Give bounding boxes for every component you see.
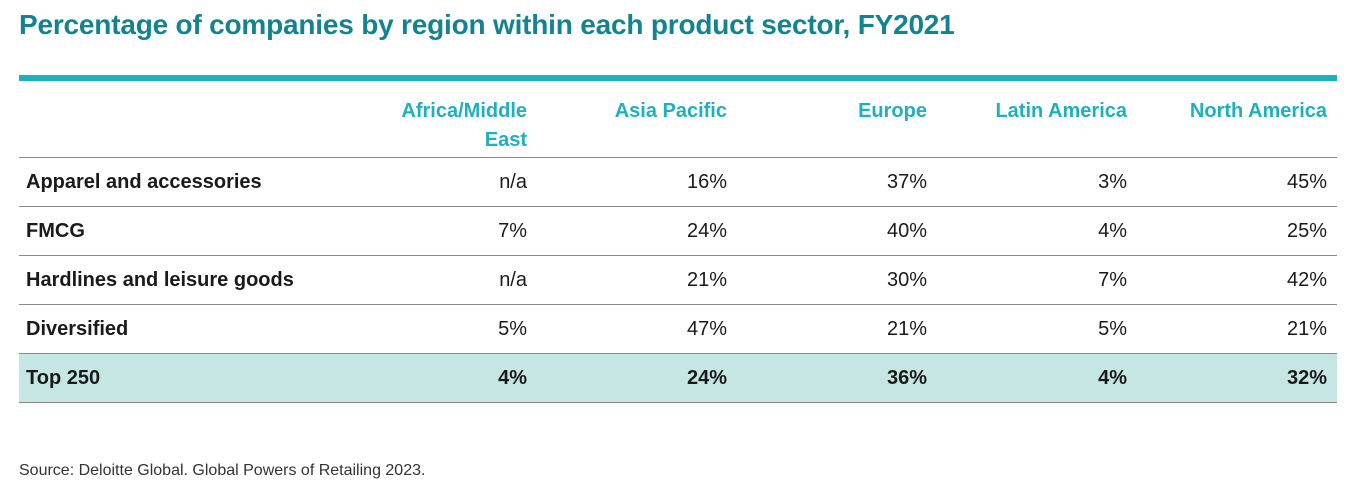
table-cell: 24%: [686, 219, 727, 242]
total-cell: 4%: [1098, 366, 1127, 389]
source-note: Source: Deloitte Global. Global Powers o…: [19, 462, 426, 479]
table-cell: 21%: [1286, 317, 1327, 340]
table-cell: 45%: [1286, 170, 1327, 193]
table-cell: 37%: [886, 170, 927, 193]
total-cell: 24%: [686, 366, 727, 389]
column-header: Africa/Middle East: [401, 100, 527, 151]
table-cell: 47%: [686, 317, 727, 340]
table-cell: 25%: [1286, 219, 1327, 242]
table-cell: 21%: [686, 268, 727, 291]
table-cell: 30%: [886, 268, 927, 291]
table-cell: 21%: [886, 317, 927, 340]
table-cell: 42%: [1286, 268, 1327, 291]
total-cell: 36%: [886, 366, 927, 389]
table-cell: n/a: [499, 268, 527, 291]
table-cell: 7%: [498, 219, 527, 242]
total-row-label: Top 250: [26, 366, 101, 389]
table-row: Apparel and accessories n/a 16% 37% 3% 4…: [19, 158, 1337, 207]
table-cell: 7%: [1098, 268, 1127, 291]
chart-title: Percentage of companies by region within…: [19, 9, 955, 40]
total-cell: 32%: [1286, 366, 1327, 389]
row-label: Diversified: [26, 317, 129, 340]
table-row: Diversified 5% 47% 21% 5% 21%: [19, 305, 1337, 354]
table-cell: 3%: [1098, 170, 1127, 193]
header-row-label-cell: [19, 81, 335, 97]
total-row: Top 250 4% 24% 36% 4% 32%: [19, 354, 1337, 403]
table-cell: 40%: [886, 219, 927, 242]
data-table: Africa/Middle East Asia Pacific Europe L…: [19, 75, 1337, 403]
column-header: Latin America: [995, 100, 1127, 122]
table-header-row: Africa/Middle East Asia Pacific Europe L…: [19, 81, 1337, 158]
column-header: Europe: [858, 100, 927, 122]
row-label: Apparel and accessories: [26, 170, 262, 193]
table-cell: n/a: [499, 170, 527, 193]
column-header: Asia Pacific: [614, 100, 727, 122]
table-row: Hardlines and leisure goods n/a 21% 30% …: [19, 256, 1337, 305]
table-cell: 16%: [686, 170, 727, 193]
table-cell: 4%: [1098, 219, 1127, 242]
row-label: FMCG: [26, 219, 85, 242]
column-header: North America: [1189, 100, 1327, 122]
row-label: Hardlines and leisure goods: [26, 268, 294, 291]
table-cell: 5%: [1098, 317, 1127, 340]
table-row: FMCG 7% 24% 40% 4% 25%: [19, 207, 1337, 256]
total-cell: 4%: [498, 366, 527, 389]
table-cell: 5%: [498, 317, 527, 340]
